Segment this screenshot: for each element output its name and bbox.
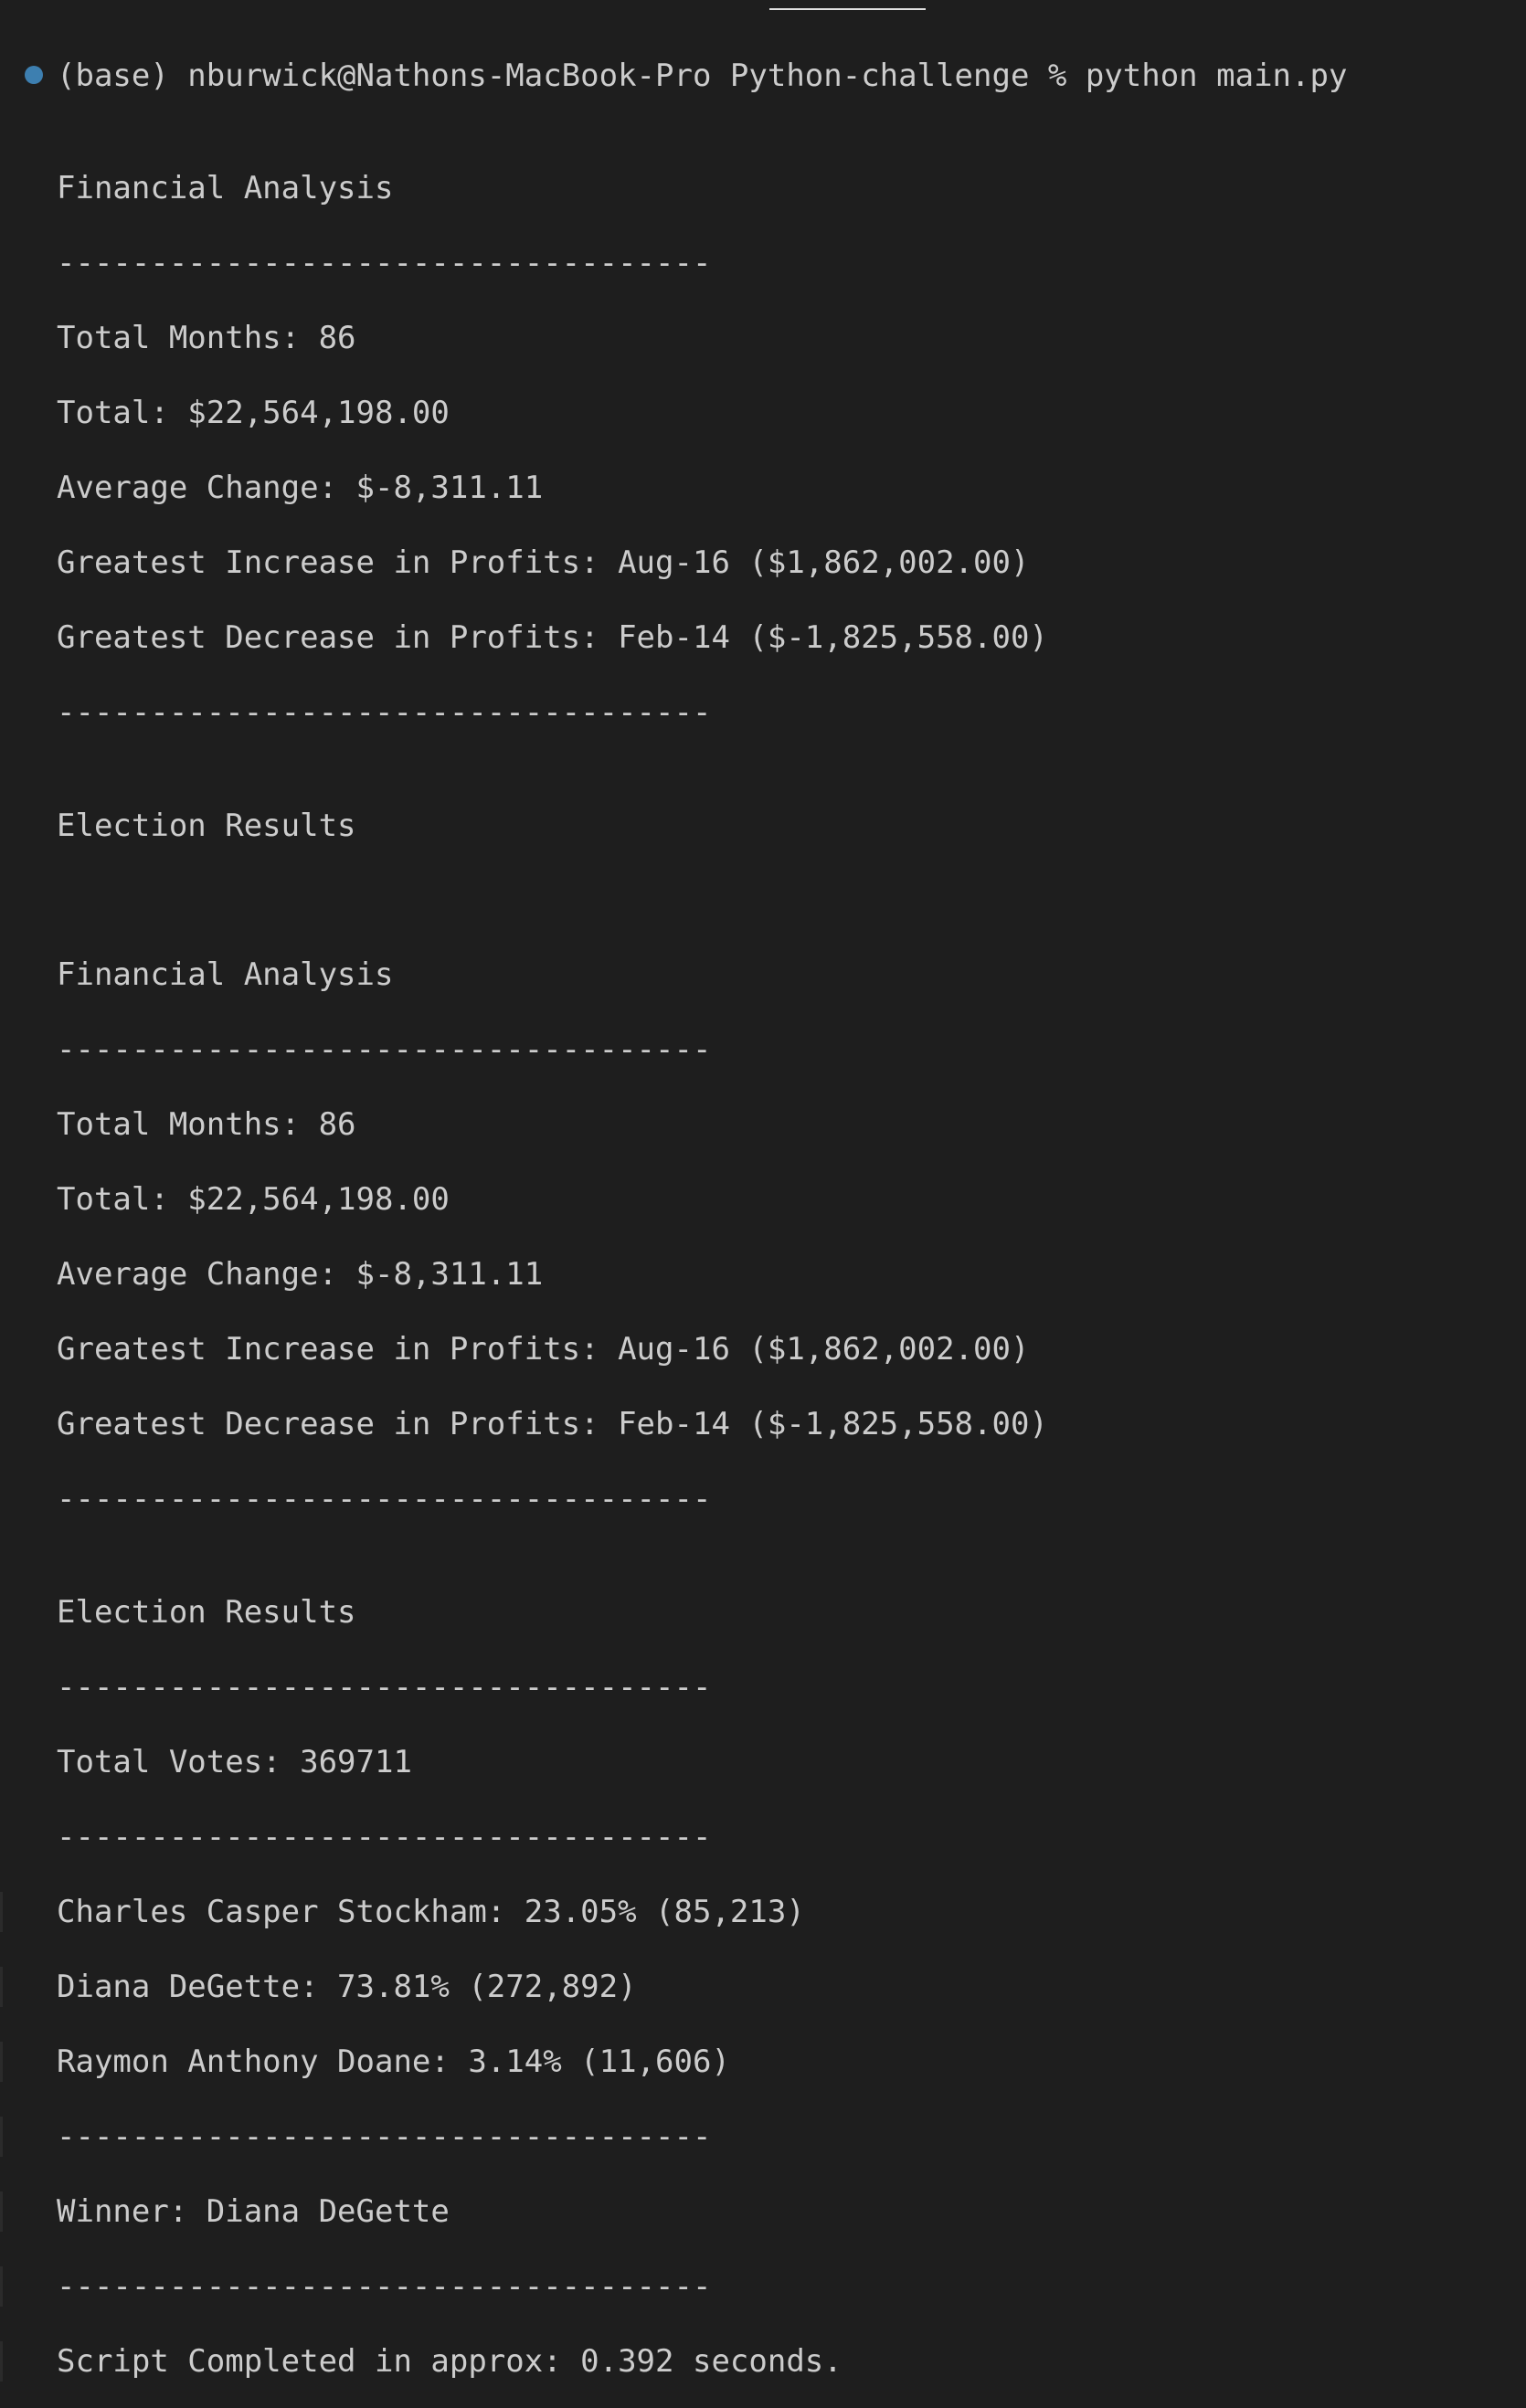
gutter-marker [0, 1892, 3, 1932]
output-winner: Winner: Diana DeGette [57, 2193, 450, 2230]
output-candidate-result: Raymon Anthony Doane: 3.14% (11,606) [57, 2044, 730, 2080]
output-separator: ----------------------------------- [57, 1669, 712, 1706]
output-separator: ----------------------------------- [57, 245, 712, 281]
output-heading-election-results: Election Results [57, 808, 356, 844]
output-separator: ----------------------------------- [57, 694, 712, 731]
output-average-change: Average Change: $-8,311.11 [57, 470, 544, 506]
output-greatest-increase: Greatest Increase in Profits: Aug-16 ($1… [57, 544, 1030, 581]
gutter-marker [0, 2341, 3, 2382]
output-total: Total: $22,564,198.00 [57, 1181, 450, 1218]
output-separator: ----------------------------------- [57, 1031, 712, 1068]
output-heading-election-results: Election Results [57, 1594, 356, 1631]
gutter-marker [0, 2266, 3, 2307]
command-status-dot-icon [25, 66, 43, 84]
output-greatest-decrease: Greatest Decrease in Profits: Feb-14 ($-… [57, 1406, 1048, 1442]
output-total: Total: $22,564,198.00 [57, 395, 450, 431]
output-script-duration: Script Completed in approx: 0.392 second… [57, 2343, 842, 2380]
output-heading-financial-analysis: Financial Analysis [57, 956, 394, 993]
gutter-marker [0, 1967, 3, 2007]
output-candidate-result: Diana DeGette: 73.81% (272,892) [57, 1969, 637, 2005]
output-separator: ----------------------------------- [57, 1481, 712, 1517]
gutter-marker [0, 2117, 3, 2157]
gutter-marker [0, 2042, 3, 2082]
output-total-months: Total Months: 86 [57, 1106, 356, 1143]
output-separator: ----------------------------------- [57, 2268, 712, 2305]
output-average-change: Average Change: $-8,311.11 [57, 1256, 544, 1293]
output-greatest-increase: Greatest Increase in Profits: Aug-16 ($1… [57, 1331, 1030, 1368]
output-greatest-decrease: Greatest Decrease in Profits: Feb-14 ($-… [57, 619, 1048, 656]
terminal-command-prompt: (base) nburwick@Nathons-MacBook-Pro Pyth… [57, 58, 1348, 94]
output-heading-financial-analysis: Financial Analysis [57, 170, 394, 206]
output-total-months: Total Months: 86 [57, 320, 356, 356]
output-separator: ----------------------------------- [57, 2118, 712, 2155]
active-tab-indicator [769, 8, 926, 10]
output-separator: ----------------------------------- [57, 1819, 712, 1855]
output-candidate-result: Charles Casper Stockham: 23.05% (85,213) [57, 1894, 805, 1930]
output-total-votes: Total Votes: 369711 [57, 1744, 412, 1780]
gutter-marker [0, 2191, 3, 2232]
